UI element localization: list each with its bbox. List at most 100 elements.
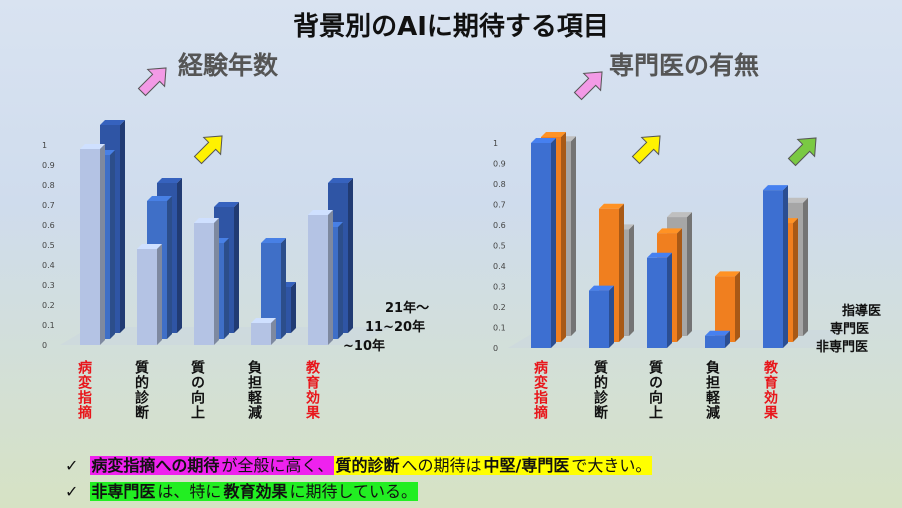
bar-top-1-0-3 <box>705 330 730 336</box>
summary-line1-segment-3: への期待は <box>400 456 483 475</box>
summary-line2-segment-3: に期待している。 <box>288 482 418 501</box>
arrow-shape <box>573 71 603 101</box>
bar-side-0-2-4 <box>348 178 353 333</box>
bar-0-0-2 <box>194 223 214 345</box>
summary-line-1: ✓ 病変指摘への期待 が全般に高く、 質的診断 への期待は 中堅/専門医 で大きい。 <box>64 452 653 476</box>
bar-top-0-0-0 <box>80 144 105 149</box>
bar-top-0-0-1 <box>137 244 162 249</box>
y-tick-1-9: 0.9 <box>493 160 506 169</box>
bar-1-0-4 <box>763 190 783 348</box>
summary-line2-segment-2: 教育効果 <box>222 482 289 501</box>
bar-side-0-2-1 <box>177 178 182 333</box>
summary-line1-segment-2: 質的診断 <box>334 456 401 475</box>
bar-1-0-2 <box>647 257 667 348</box>
cat-label-1-0: 病変指摘 <box>76 360 92 420</box>
cat-label-1-1: 質的診断 <box>133 360 149 420</box>
bar-side-0-0-0 <box>100 144 105 345</box>
bar-side-0-0-1 <box>157 244 162 345</box>
y-tick-1-1: 0.1 <box>493 324 506 333</box>
bar-side-0-1-2 <box>224 238 229 339</box>
bar-top-0-2-0 <box>100 120 125 125</box>
y-tick-0-4: 0.4 <box>42 261 55 270</box>
y-tick-0-2: 0.2 <box>42 301 55 310</box>
bar-side-0-1-4 <box>338 222 343 339</box>
bar-side-1-0-4 <box>783 185 788 348</box>
bar-side-0-0-4 <box>328 210 333 345</box>
bar-top-0-0-2 <box>194 218 219 223</box>
y-tick-1-0: 0 <box>493 344 498 353</box>
chart-title-experience: 経験年数 <box>178 51 279 80</box>
bar-top-1-0-2 <box>647 252 672 258</box>
bar-side-0-1-0 <box>110 150 115 339</box>
y-tick-1-3: 0.3 <box>493 283 506 292</box>
pointer-arrow-icon <box>631 135 661 165</box>
y-tick-1-2: 0.2 <box>493 303 506 312</box>
bar-top-0-1-1 <box>147 196 172 201</box>
arrow-shape <box>193 135 223 165</box>
bar-0-0-1 <box>137 249 157 345</box>
bar-0-0-0 <box>80 149 100 345</box>
y-tick-0-5: 0.5 <box>42 241 55 250</box>
bar-1-1-3 <box>715 276 735 342</box>
bar-0-0-3 <box>251 323 271 345</box>
check-icon: ✓ <box>65 456 79 475</box>
bar-top-0-2-2 <box>214 202 239 207</box>
legend-exp-11: 11~20年 <box>365 320 426 335</box>
summary-line1-segment-0: 病変指摘への期待 <box>90 456 221 475</box>
pointer-arrow-icon <box>193 135 223 165</box>
summary-line1-segment-1: が全般に高く、 <box>220 456 335 475</box>
cat-label-2-4: 教育効果 <box>762 360 778 420</box>
chart-title-specialist: 専門医の有無 <box>609 51 760 80</box>
y-tick-0-1: 0.1 <box>42 321 55 330</box>
y-tick-1-7: 0.7 <box>493 201 506 210</box>
legend-exp-21: 21年～ <box>385 301 430 316</box>
y-tick-0-10: 1 <box>42 141 47 150</box>
bar-side-1-2-2 <box>687 212 692 336</box>
cat-label-2-0: 病変指摘 <box>532 360 548 420</box>
bar-side-1-2-0 <box>571 136 576 336</box>
bar-top-0-1-3 <box>261 238 286 243</box>
bar-side-1-1-4 <box>793 218 798 342</box>
y-tick-1-4: 0.4 <box>493 262 506 271</box>
bar-top-1-0-4 <box>763 185 788 191</box>
cat-label-1-4: 教育効果 <box>304 360 320 420</box>
cat-label-1-2: 質の向上 <box>189 360 205 420</box>
pointer-arrow-icon <box>573 71 603 101</box>
cat-label-2-1: 質的診断 <box>592 360 608 420</box>
bar-side-1-1-0 <box>561 132 566 342</box>
bar-top-1-1-0 <box>541 132 566 137</box>
bar-side-0-2-3 <box>291 282 296 333</box>
summary-line1-segment-5: で大きい。 <box>570 456 653 475</box>
y-tick-0-0: 0 <box>42 341 47 350</box>
bar-side-0-2-2 <box>234 202 239 333</box>
legend-spec-shidou: 指導医 <box>842 304 882 319</box>
bar-top-0-0-3 <box>251 318 276 323</box>
bar-side-1-0-0 <box>551 138 556 348</box>
summary-line2-segment-1: は、特に <box>156 482 223 501</box>
pointer-arrow-icon <box>787 137 817 167</box>
bar-side-1-1-2 <box>677 228 682 342</box>
legend-spec-senmon: 専門医 <box>830 322 870 337</box>
y-tick-1-8: 0.8 <box>493 180 506 189</box>
y-tick-0-7: 0.7 <box>42 201 55 210</box>
bar-top-1-0-1 <box>589 285 614 291</box>
bar-top-0-2-1 <box>157 178 182 183</box>
bar-top-0-2-4 <box>328 178 353 183</box>
y-tick-1-6: 0.6 <box>493 221 506 230</box>
cat-label-2-2: 質の向上 <box>647 360 663 420</box>
bar-side-1-0-1 <box>609 285 614 348</box>
bar-0-1-3 <box>261 243 281 339</box>
cat-label-2-3: 負担軽減 <box>704 360 720 420</box>
bar-top-1-2-2 <box>667 212 692 218</box>
y-tick-0-3: 0.3 <box>42 281 55 290</box>
bar-side-0-0-2 <box>214 218 219 345</box>
bar-top-1-1-1 <box>599 203 624 209</box>
summary-line-2: ✓ 非専門医 は、特に 教育効果 に期待している。 <box>64 478 419 502</box>
pointer-arrow-icon <box>137 67 167 97</box>
summary-line2-segment-0: 非専門医 <box>90 482 157 501</box>
bar-side-1-2-4 <box>803 197 808 336</box>
bar-1-0-0 <box>531 143 551 348</box>
legend-exp-10: ~10年 <box>343 339 385 354</box>
arrow-shape <box>631 135 661 165</box>
